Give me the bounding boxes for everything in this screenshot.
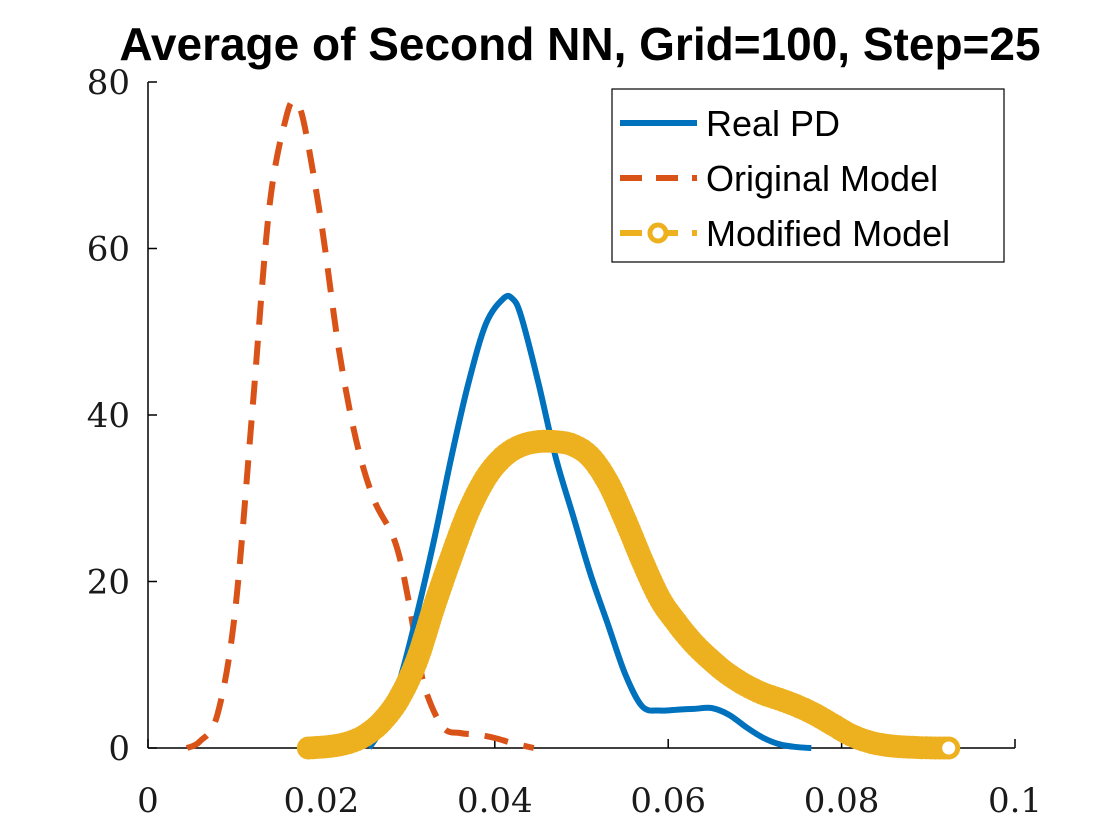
y-tick-label: 20 <box>87 563 130 603</box>
y-tick-label: 80 <box>87 63 130 103</box>
series-line-real-pd <box>366 292 812 751</box>
legend: Real PD Original Model Modified Model <box>611 88 1005 263</box>
x-tick-label: 0.08 <box>804 781 880 821</box>
x-tick-label: 0 <box>137 781 159 821</box>
legend-label-modified-model: Modified Model <box>706 213 950 254</box>
axes: 0 20 40 60 80 0 0.02 0.04 0.06 0.08 0.1 <box>87 63 1042 821</box>
chart-title: Average of Second NN, Grid=100, Step=25 <box>119 18 1040 70</box>
x-tick-label: 0.1 <box>988 781 1042 821</box>
y-ticks: 0 20 40 60 80 <box>87 63 157 769</box>
legend-entry-modified-model: Modified Model <box>620 213 950 254</box>
legend-entry-real-pd: Real PD <box>620 103 840 144</box>
legend-label-real-pd: Real PD <box>706 103 840 144</box>
x-tick-label: 0.04 <box>457 781 533 821</box>
x-tick-label: 0.02 <box>284 781 360 821</box>
legend-entry-original-model: Original Model <box>620 158 938 199</box>
series-line-original-model <box>185 98 535 751</box>
legend-label-original-model: Original Model <box>706 158 938 199</box>
y-tick-label: 0 <box>108 729 130 769</box>
plot-area <box>185 98 961 760</box>
legend-marker-modified-model <box>647 222 669 244</box>
y-tick-label: 60 <box>87 230 130 270</box>
x-tick-label: 0.06 <box>630 781 706 821</box>
x-ticks: 0 0.02 0.04 0.06 0.08 0.1 <box>137 739 1042 821</box>
y-tick-label: 40 <box>87 396 130 436</box>
series-marker-modified-model <box>937 736 961 760</box>
